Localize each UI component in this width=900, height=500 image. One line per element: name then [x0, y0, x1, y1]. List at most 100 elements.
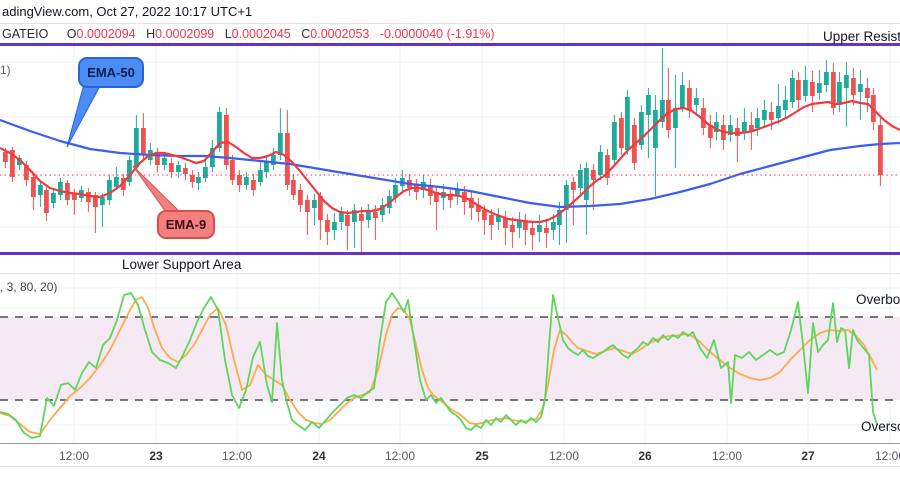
ohlc-legend[interactable]: GATEIO O0.0002094 H0.0002099 L0.0002045 …: [2, 27, 495, 41]
candle-up: [258, 170, 263, 182]
candle-up: [578, 170, 583, 188]
candle-up: [551, 222, 556, 230]
ticker-symbol: GATEIO: [2, 27, 49, 41]
candle-up: [537, 225, 542, 232]
candle-down: [183, 168, 188, 174]
candle-down: [687, 88, 692, 110]
time-axis-label: 12:00: [874, 449, 900, 463]
candle-up: [598, 152, 603, 175]
candle-down: [93, 195, 98, 207]
candle-up: [127, 160, 132, 182]
candle-up: [714, 122, 719, 132]
candle-down: [31, 177, 36, 197]
candle-down: [878, 125, 883, 175]
source-timestamp: adingView.com, Oct 27, 2022 10:17 UTC+1: [2, 4, 253, 19]
time-axis-label: 12:00: [711, 449, 743, 463]
candle-down: [482, 210, 487, 220]
candle-up: [339, 212, 344, 222]
candle-down: [434, 192, 439, 202]
candle-up: [196, 177, 201, 183]
candle-down: [605, 155, 610, 178]
candle-down: [86, 192, 91, 202]
candle-down: [318, 196, 323, 220]
candle-down: [865, 88, 870, 98]
open-value: 0.0002094: [76, 27, 136, 41]
candle-up: [176, 165, 181, 172]
candle-down: [325, 220, 330, 232]
ema50-callout[interactable]: EMA-50: [78, 57, 144, 88]
candle-down: [169, 163, 174, 172]
candle-up: [107, 180, 112, 200]
candle-up: [837, 82, 842, 105]
open-label: O: [66, 27, 77, 41]
candle-down: [24, 165, 29, 180]
candle-up: [694, 98, 699, 105]
candle-up: [58, 182, 63, 195]
candle-up: [455, 190, 460, 196]
candle-up: [217, 112, 222, 148]
oversold-label: Oversold: [861, 419, 900, 434]
candle-down: [224, 115, 229, 165]
candle-up: [393, 185, 398, 198]
candle-up: [680, 85, 685, 108]
candle-down: [591, 170, 596, 180]
change-value: -0.0000040 (-1.91%): [379, 27, 495, 41]
candle-up: [612, 122, 617, 160]
candle-up: [17, 158, 22, 165]
stoch-k-line: [0, 292, 878, 439]
candle-down: [141, 128, 146, 155]
ema50-callout-tail: [66, 83, 101, 148]
candle-down: [708, 125, 713, 138]
candle-down: [448, 194, 453, 200]
candle-up: [564, 185, 569, 210]
candle-down: [666, 100, 671, 130]
candle-down: [72, 193, 77, 200]
candle-down: [121, 178, 126, 190]
candle-down: [305, 200, 310, 212]
overbought-label: Overbought: [856, 292, 900, 307]
ema50-line: [0, 118, 900, 209]
candle-down: [291, 180, 296, 195]
time-axis-label: 23: [149, 449, 163, 463]
candle-down: [469, 198, 474, 208]
candle-up: [824, 72, 829, 85]
ema9-callout-tail: [132, 165, 186, 217]
candle-down: [359, 214, 364, 221]
candle-up: [332, 222, 337, 230]
candle-up: [312, 200, 317, 208]
candle-up: [114, 177, 119, 187]
time-axis-label: 27: [801, 449, 815, 463]
candle-up: [496, 215, 501, 222]
candle-down: [230, 160, 235, 180]
candle-down: [769, 112, 774, 120]
high-label: H: [146, 27, 156, 41]
upper-resistance-label: Upper Resistance: [823, 29, 900, 44]
time-axis-label: 26: [638, 449, 652, 463]
candle-down: [619, 118, 624, 148]
candle-up: [352, 210, 357, 222]
candle-down: [810, 82, 815, 96]
lower-support-line: [0, 252, 900, 255]
candle-up: [790, 78, 795, 102]
close-value: 0.0002053: [310, 27, 370, 41]
candle-up: [38, 185, 43, 195]
candle-down: [851, 78, 856, 95]
candle-up: [844, 75, 849, 88]
ema9-callout[interactable]: EMA-9: [157, 210, 215, 239]
candle-up: [858, 84, 863, 92]
candle-up: [271, 155, 276, 165]
candle-up: [517, 220, 522, 228]
candle-up: [673, 108, 678, 128]
candle-up: [134, 128, 139, 167]
candle-down: [523, 222, 528, 230]
candle-down: [345, 215, 350, 226]
candle-down: [796, 80, 801, 100]
pane-divider: [0, 273, 900, 274]
candle-up: [244, 177, 249, 185]
candle-up: [639, 112, 644, 145]
candle-up: [366, 210, 371, 220]
candle-up: [646, 95, 651, 115]
candle-up: [817, 83, 822, 93]
